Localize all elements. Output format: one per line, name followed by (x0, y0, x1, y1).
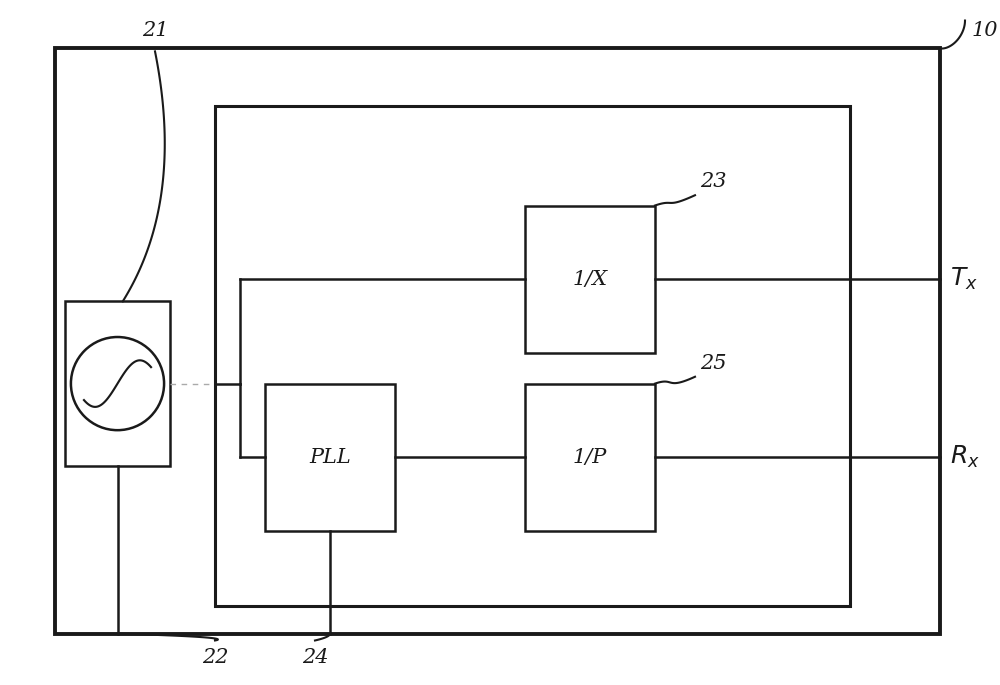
Text: 23: 23 (700, 172, 726, 191)
Bar (525, 384, 655, 531)
Bar (215, 106, 850, 606)
Text: $T_x$: $T_x$ (950, 266, 978, 292)
Bar (525, 206, 655, 353)
Text: 22: 22 (202, 648, 228, 667)
Text: $R_x$: $R_x$ (950, 444, 980, 471)
Bar (265, 384, 395, 531)
Bar (55, 48, 940, 634)
Text: 1/P: 1/P (573, 448, 607, 466)
Text: 10: 10 (972, 21, 999, 40)
Bar (65, 301, 170, 466)
Text: 24: 24 (302, 648, 328, 667)
Text: 1/X: 1/X (572, 270, 608, 288)
Text: 25: 25 (700, 353, 726, 373)
Text: 21: 21 (142, 21, 168, 40)
Text: PLL: PLL (309, 448, 351, 466)
